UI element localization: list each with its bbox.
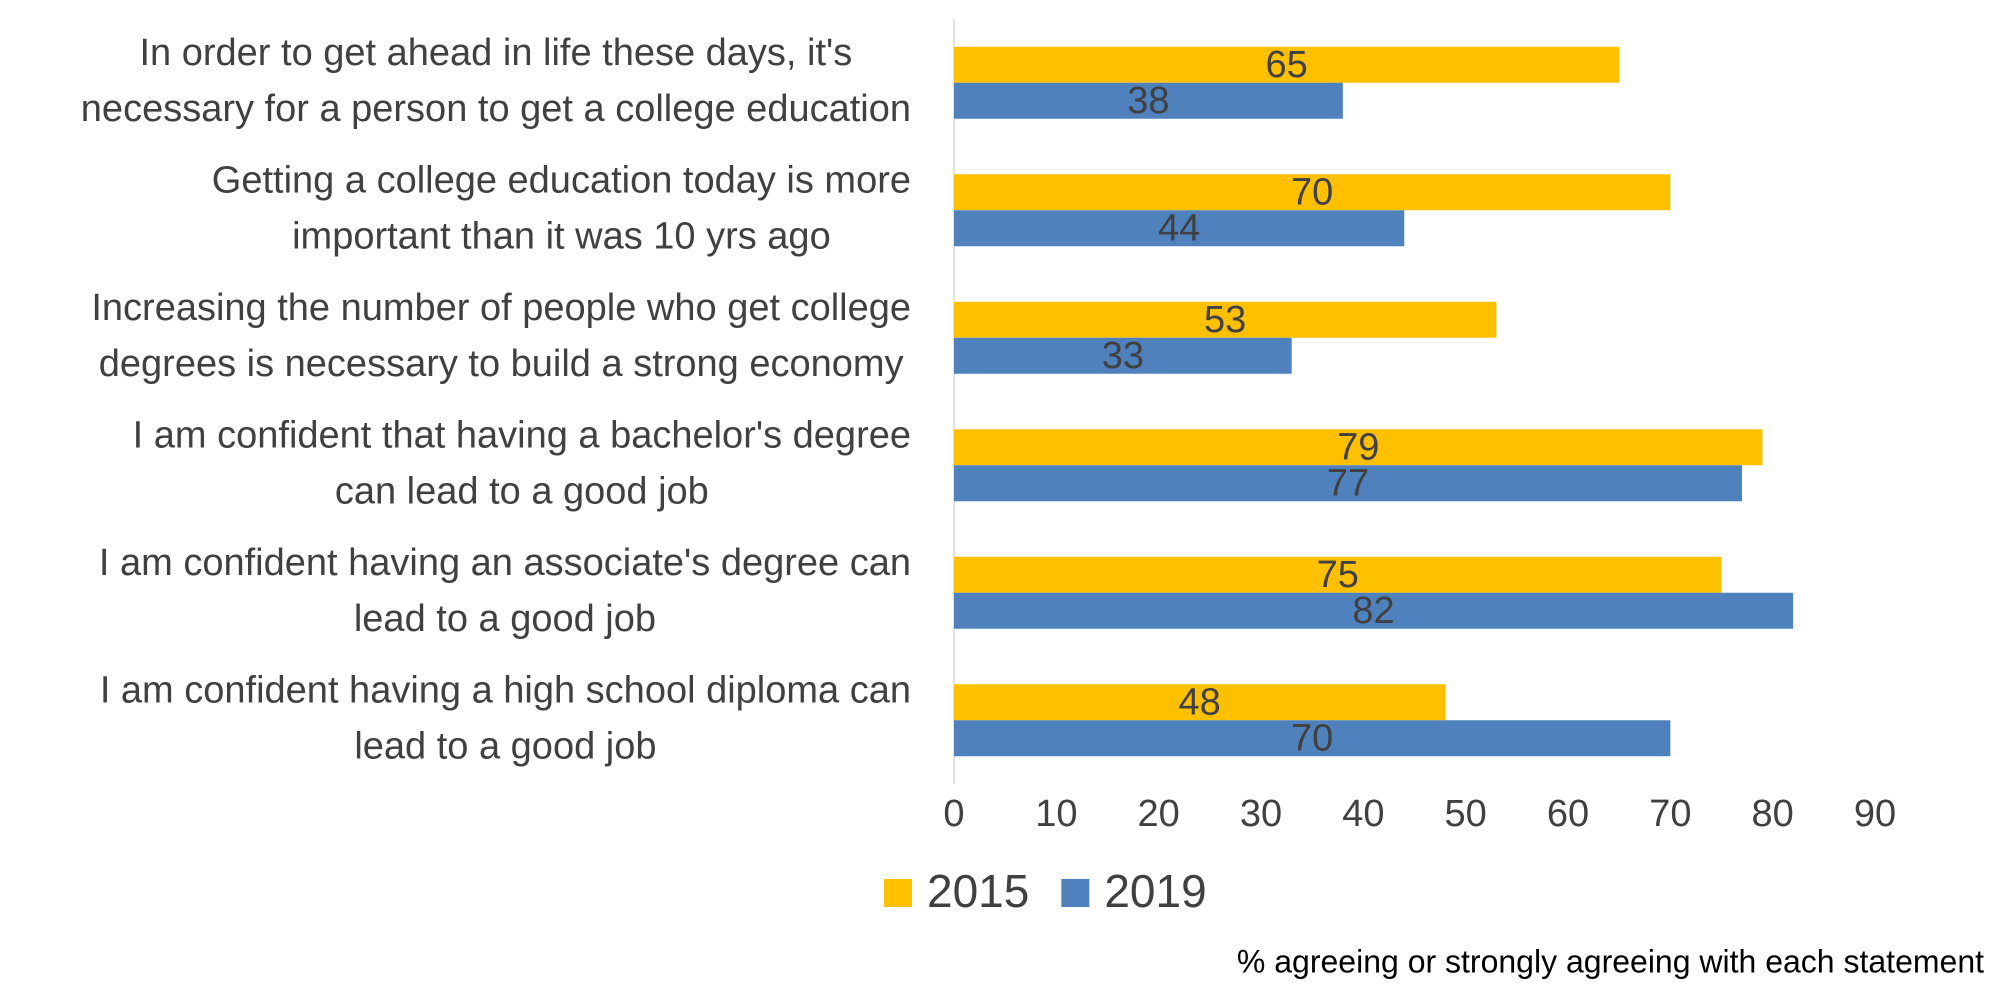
category-label: lead to a good job — [354, 725, 656, 767]
value-label: 33 — [1102, 335, 1144, 377]
bar — [954, 556, 1722, 593]
bar — [954, 429, 1763, 466]
bar — [954, 592, 1794, 629]
x-tick-label: 90 — [1854, 793, 1896, 835]
value-label: 48 — [1178, 681, 1220, 723]
category-label: can lead to a good job — [335, 470, 709, 512]
bar — [954, 82, 1343, 119]
bar — [954, 720, 1671, 757]
category-label: degrees is necessary to build a strong e… — [99, 343, 904, 385]
category-label: I am confident that having a bachelor's … — [133, 414, 911, 456]
bar — [954, 465, 1742, 502]
category-label: Increasing the number of people who get … — [91, 287, 911, 329]
value-label: 38 — [1127, 80, 1169, 122]
bar — [954, 46, 1620, 83]
bar — [954, 337, 1292, 374]
category-label: I am confident having a high school dipl… — [100, 669, 911, 711]
legend-swatch — [884, 879, 912, 907]
axis-title: % agreeing or strongly agreeing with eac… — [1237, 943, 1984, 979]
value-label: 75 — [1317, 554, 1359, 596]
category-label: necessary for a person to get a college … — [81, 88, 911, 130]
x-tick-label: 20 — [1138, 793, 1180, 835]
x-tick-label: 70 — [1649, 793, 1691, 835]
value-label: 70 — [1291, 171, 1333, 213]
x-tick-label: 80 — [1752, 793, 1794, 835]
value-label: 65 — [1265, 44, 1307, 86]
value-label: 44 — [1158, 207, 1200, 249]
x-tick-label: 50 — [1445, 793, 1487, 835]
x-tick-label: 0 — [943, 793, 964, 835]
bar — [954, 174, 1671, 211]
bar — [954, 301, 1497, 338]
value-label: 70 — [1291, 717, 1333, 759]
x-tick-label: 10 — [1035, 793, 1077, 835]
legend-label: 2015 — [927, 865, 1029, 917]
category-label: lead to a good job — [354, 598, 656, 640]
legend-label: 2019 — [1104, 865, 1206, 917]
value-label: 79 — [1337, 426, 1379, 468]
value-label: 53 — [1204, 299, 1246, 341]
x-tick-label: 30 — [1240, 793, 1282, 835]
value-label: 77 — [1327, 462, 1369, 504]
x-tick-label: 60 — [1547, 793, 1589, 835]
bar — [954, 210, 1405, 247]
category-label: I am confident having an associate's deg… — [99, 542, 911, 584]
category-label: In order to get ahead in life these days… — [140, 32, 853, 74]
category-label: important than it was 10 yrs ago — [292, 215, 831, 257]
x-tick-label: 40 — [1342, 793, 1384, 835]
legend-swatch — [1061, 879, 1090, 907]
category-label: Getting a college education today is mor… — [212, 159, 911, 201]
value-label: 82 — [1352, 590, 1394, 632]
bar — [954, 684, 1446, 721]
